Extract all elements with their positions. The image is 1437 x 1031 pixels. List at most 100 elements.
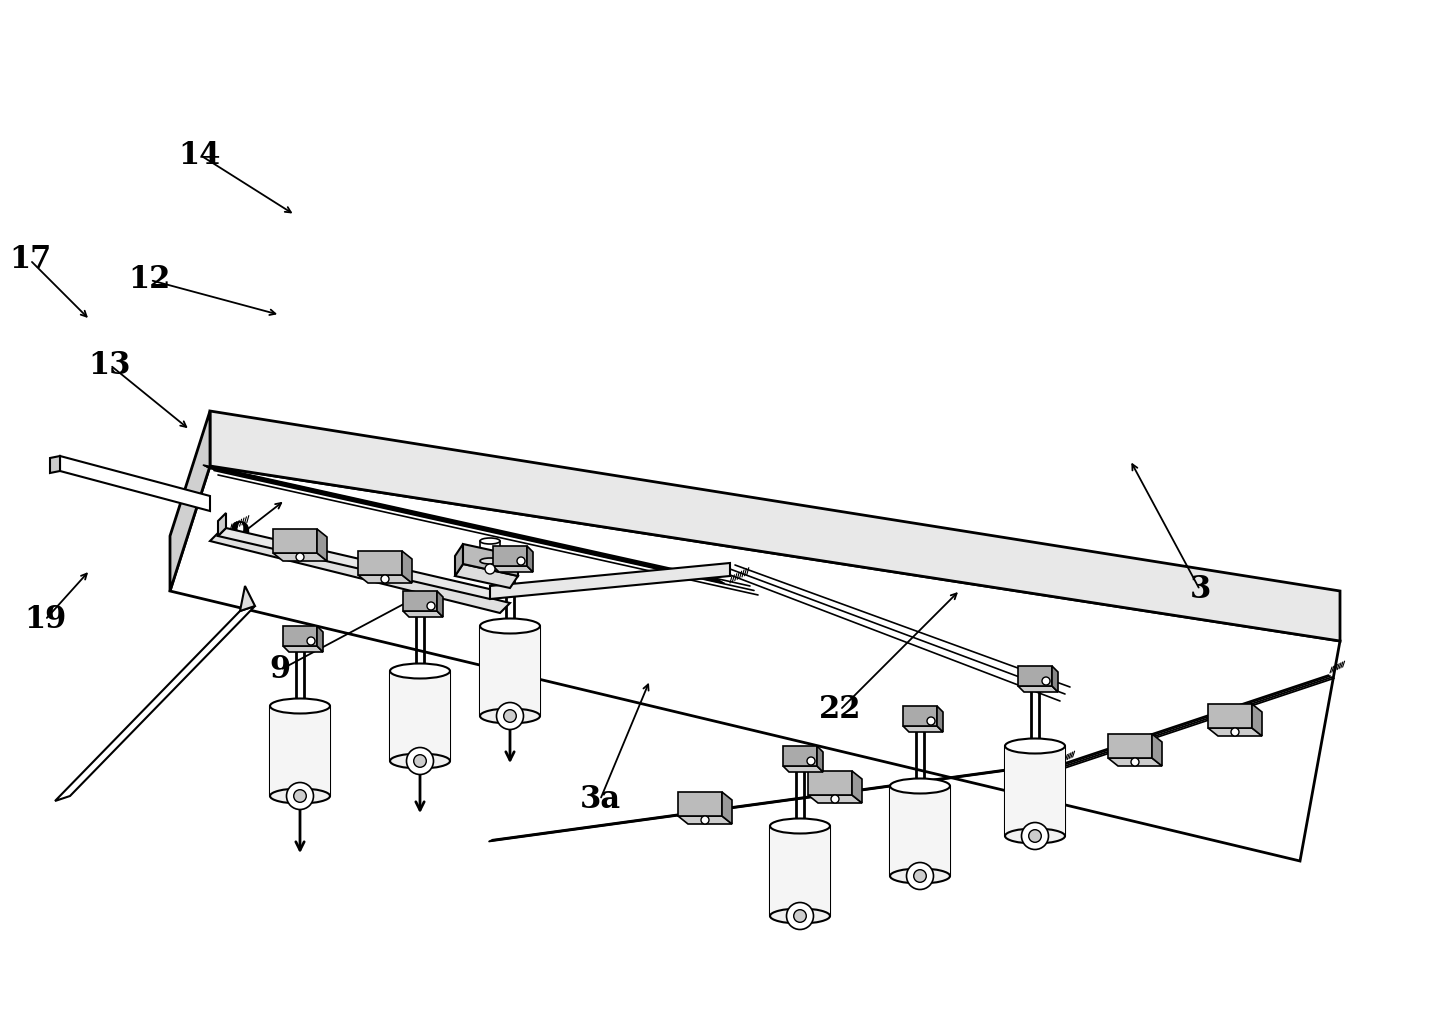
Polygon shape: [402, 551, 412, 583]
Polygon shape: [283, 626, 318, 646]
Bar: [1004, 746, 1065, 836]
Polygon shape: [937, 706, 943, 732]
Polygon shape: [493, 566, 533, 572]
Text: 14: 14: [178, 139, 221, 170]
Bar: [770, 826, 831, 916]
Polygon shape: [456, 544, 463, 576]
Circle shape: [486, 564, 494, 574]
Circle shape: [517, 557, 525, 565]
Polygon shape: [721, 792, 731, 824]
Polygon shape: [55, 606, 254, 801]
Polygon shape: [240, 586, 254, 611]
Circle shape: [927, 717, 935, 725]
Polygon shape: [678, 792, 721, 816]
Circle shape: [1042, 677, 1050, 685]
Polygon shape: [1017, 686, 1058, 692]
Circle shape: [286, 783, 313, 809]
Polygon shape: [1052, 666, 1058, 692]
Polygon shape: [808, 771, 852, 795]
Polygon shape: [218, 513, 226, 536]
Polygon shape: [273, 529, 318, 553]
Polygon shape: [902, 706, 937, 726]
Ellipse shape: [480, 619, 540, 633]
Text: 19: 19: [24, 604, 66, 635]
Polygon shape: [170, 411, 210, 591]
Polygon shape: [783, 746, 818, 766]
Polygon shape: [1152, 734, 1163, 766]
Polygon shape: [273, 553, 328, 561]
Polygon shape: [852, 771, 862, 803]
Polygon shape: [456, 564, 517, 588]
Polygon shape: [358, 551, 402, 575]
Ellipse shape: [890, 868, 950, 884]
Polygon shape: [808, 795, 862, 803]
Polygon shape: [402, 591, 437, 611]
Circle shape: [414, 755, 427, 767]
Ellipse shape: [480, 708, 540, 724]
Polygon shape: [210, 411, 1339, 641]
Ellipse shape: [770, 908, 831, 924]
Polygon shape: [493, 546, 527, 566]
Bar: [389, 671, 450, 761]
Circle shape: [1029, 830, 1042, 842]
Polygon shape: [527, 546, 533, 572]
Circle shape: [831, 795, 839, 803]
Text: 22: 22: [819, 695, 861, 726]
Polygon shape: [818, 746, 823, 772]
Polygon shape: [1252, 704, 1262, 736]
Text: 17: 17: [9, 244, 52, 275]
Polygon shape: [1108, 734, 1152, 758]
Circle shape: [786, 902, 813, 930]
Text: 3a: 3a: [579, 785, 621, 816]
Polygon shape: [437, 591, 443, 617]
Circle shape: [504, 709, 516, 723]
Polygon shape: [1209, 704, 1252, 728]
Ellipse shape: [270, 789, 331, 803]
Circle shape: [293, 790, 306, 802]
Circle shape: [914, 870, 927, 883]
Circle shape: [1022, 823, 1049, 850]
Circle shape: [1232, 728, 1239, 736]
Text: 9: 9: [230, 520, 250, 551]
Polygon shape: [678, 816, 731, 824]
Polygon shape: [358, 575, 412, 583]
Polygon shape: [318, 626, 323, 652]
Ellipse shape: [389, 664, 450, 678]
Ellipse shape: [770, 819, 831, 833]
Polygon shape: [1017, 666, 1052, 686]
Circle shape: [407, 747, 434, 774]
Ellipse shape: [1004, 738, 1065, 754]
Circle shape: [907, 863, 934, 890]
Ellipse shape: [480, 558, 500, 564]
Text: 9: 9: [270, 655, 290, 686]
Ellipse shape: [1004, 829, 1065, 843]
Text: 12: 12: [129, 265, 171, 296]
Circle shape: [701, 816, 708, 824]
Circle shape: [808, 757, 815, 765]
Polygon shape: [902, 726, 943, 732]
Text: 3: 3: [1190, 574, 1211, 605]
Circle shape: [427, 602, 435, 610]
Polygon shape: [218, 528, 499, 599]
Circle shape: [793, 909, 806, 923]
Ellipse shape: [389, 754, 450, 768]
Polygon shape: [210, 531, 510, 613]
Polygon shape: [402, 611, 443, 617]
Polygon shape: [283, 646, 323, 652]
Polygon shape: [783, 766, 823, 772]
Polygon shape: [463, 544, 517, 576]
Bar: [890, 786, 950, 876]
Polygon shape: [60, 456, 210, 511]
Circle shape: [296, 553, 305, 561]
Circle shape: [497, 702, 523, 730]
Text: 13: 13: [89, 350, 131, 380]
Polygon shape: [170, 466, 1339, 861]
Polygon shape: [490, 563, 730, 599]
Circle shape: [381, 575, 389, 583]
Polygon shape: [1209, 728, 1262, 736]
Ellipse shape: [270, 698, 331, 713]
Ellipse shape: [890, 778, 950, 794]
Polygon shape: [1108, 758, 1163, 766]
Circle shape: [308, 637, 315, 645]
Polygon shape: [318, 529, 328, 561]
